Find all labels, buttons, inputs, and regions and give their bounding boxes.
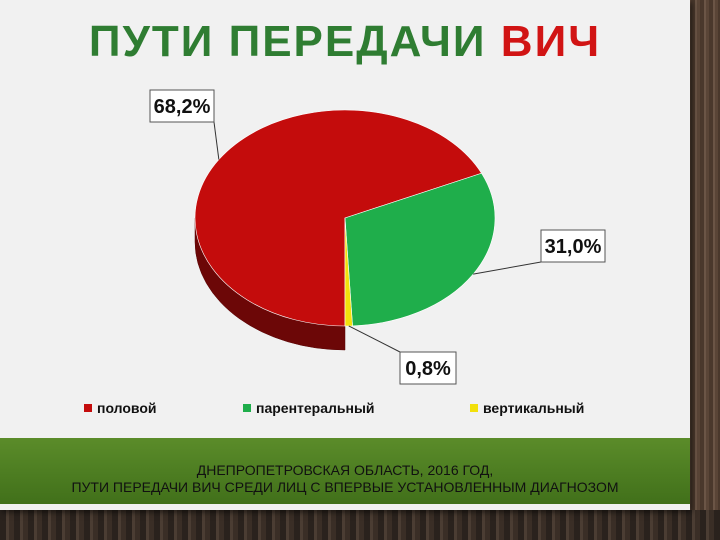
legend-swatch-3 (470, 404, 478, 412)
pie-slice-1 (194, 109, 482, 327)
data-label-3: 0,8% (405, 358, 451, 380)
legend-label-1: половой (97, 400, 157, 416)
pie-chart: 68,2% 31,0% 0,8% половой парентеральный верти… (84, 89, 606, 416)
legend-label-3: вертикальный (483, 400, 584, 416)
data-label-box-3 (399, 351, 457, 385)
data-label-box-2 (540, 229, 606, 263)
legend-swatch-1 (84, 404, 92, 412)
data-labels: 68,2% 31,0% 0,8% (149, 89, 606, 385)
footer-line-2: ПУТИ ПЕРЕДАЧИ ВИЧ СРЕДИ ЛИЦ С ВПЕРВЫЕ УС… (71, 479, 619, 495)
slide-title: ПУТИ ПЕРЕДАЧИ ВИЧ (0, 14, 690, 70)
data-label-2: 31,0% (545, 236, 602, 258)
leader-line-2 (473, 261, 542, 275)
title-part-1: ПУТИ ПЕРЕДАЧИ (88, 17, 487, 66)
title-part-2: ВИЧ (500, 17, 602, 66)
leader-line-1 (213, 121, 220, 160)
background-wood-right (688, 0, 720, 540)
legend: половой парентеральный вертикальный (84, 400, 584, 416)
leader-line-3 (348, 325, 401, 353)
slide: ПУТИ ПЕРЕДАЧИ ВИЧ 68,2% 31,0% 0,8% половой п… (0, 0, 690, 510)
background-wood-bottom (0, 510, 720, 540)
footer-banner: ДНЕПРОПЕТРОВСКАЯ ОБЛАСТЬ, 2016 ГОД, ПУТИ… (0, 438, 690, 504)
data-label-1: 68,2% (154, 96, 211, 118)
pie-top-faces (194, 109, 496, 327)
footer-line-1: ДНЕПРОПЕТРОВСКАЯ ОБЛАСТЬ, 2016 ГОД, (196, 462, 494, 478)
legend-label-2: парентеральный (256, 400, 375, 416)
legend-swatch-2 (243, 404, 251, 412)
pie-slice-2 (344, 172, 496, 327)
data-label-box-1 (149, 89, 215, 123)
